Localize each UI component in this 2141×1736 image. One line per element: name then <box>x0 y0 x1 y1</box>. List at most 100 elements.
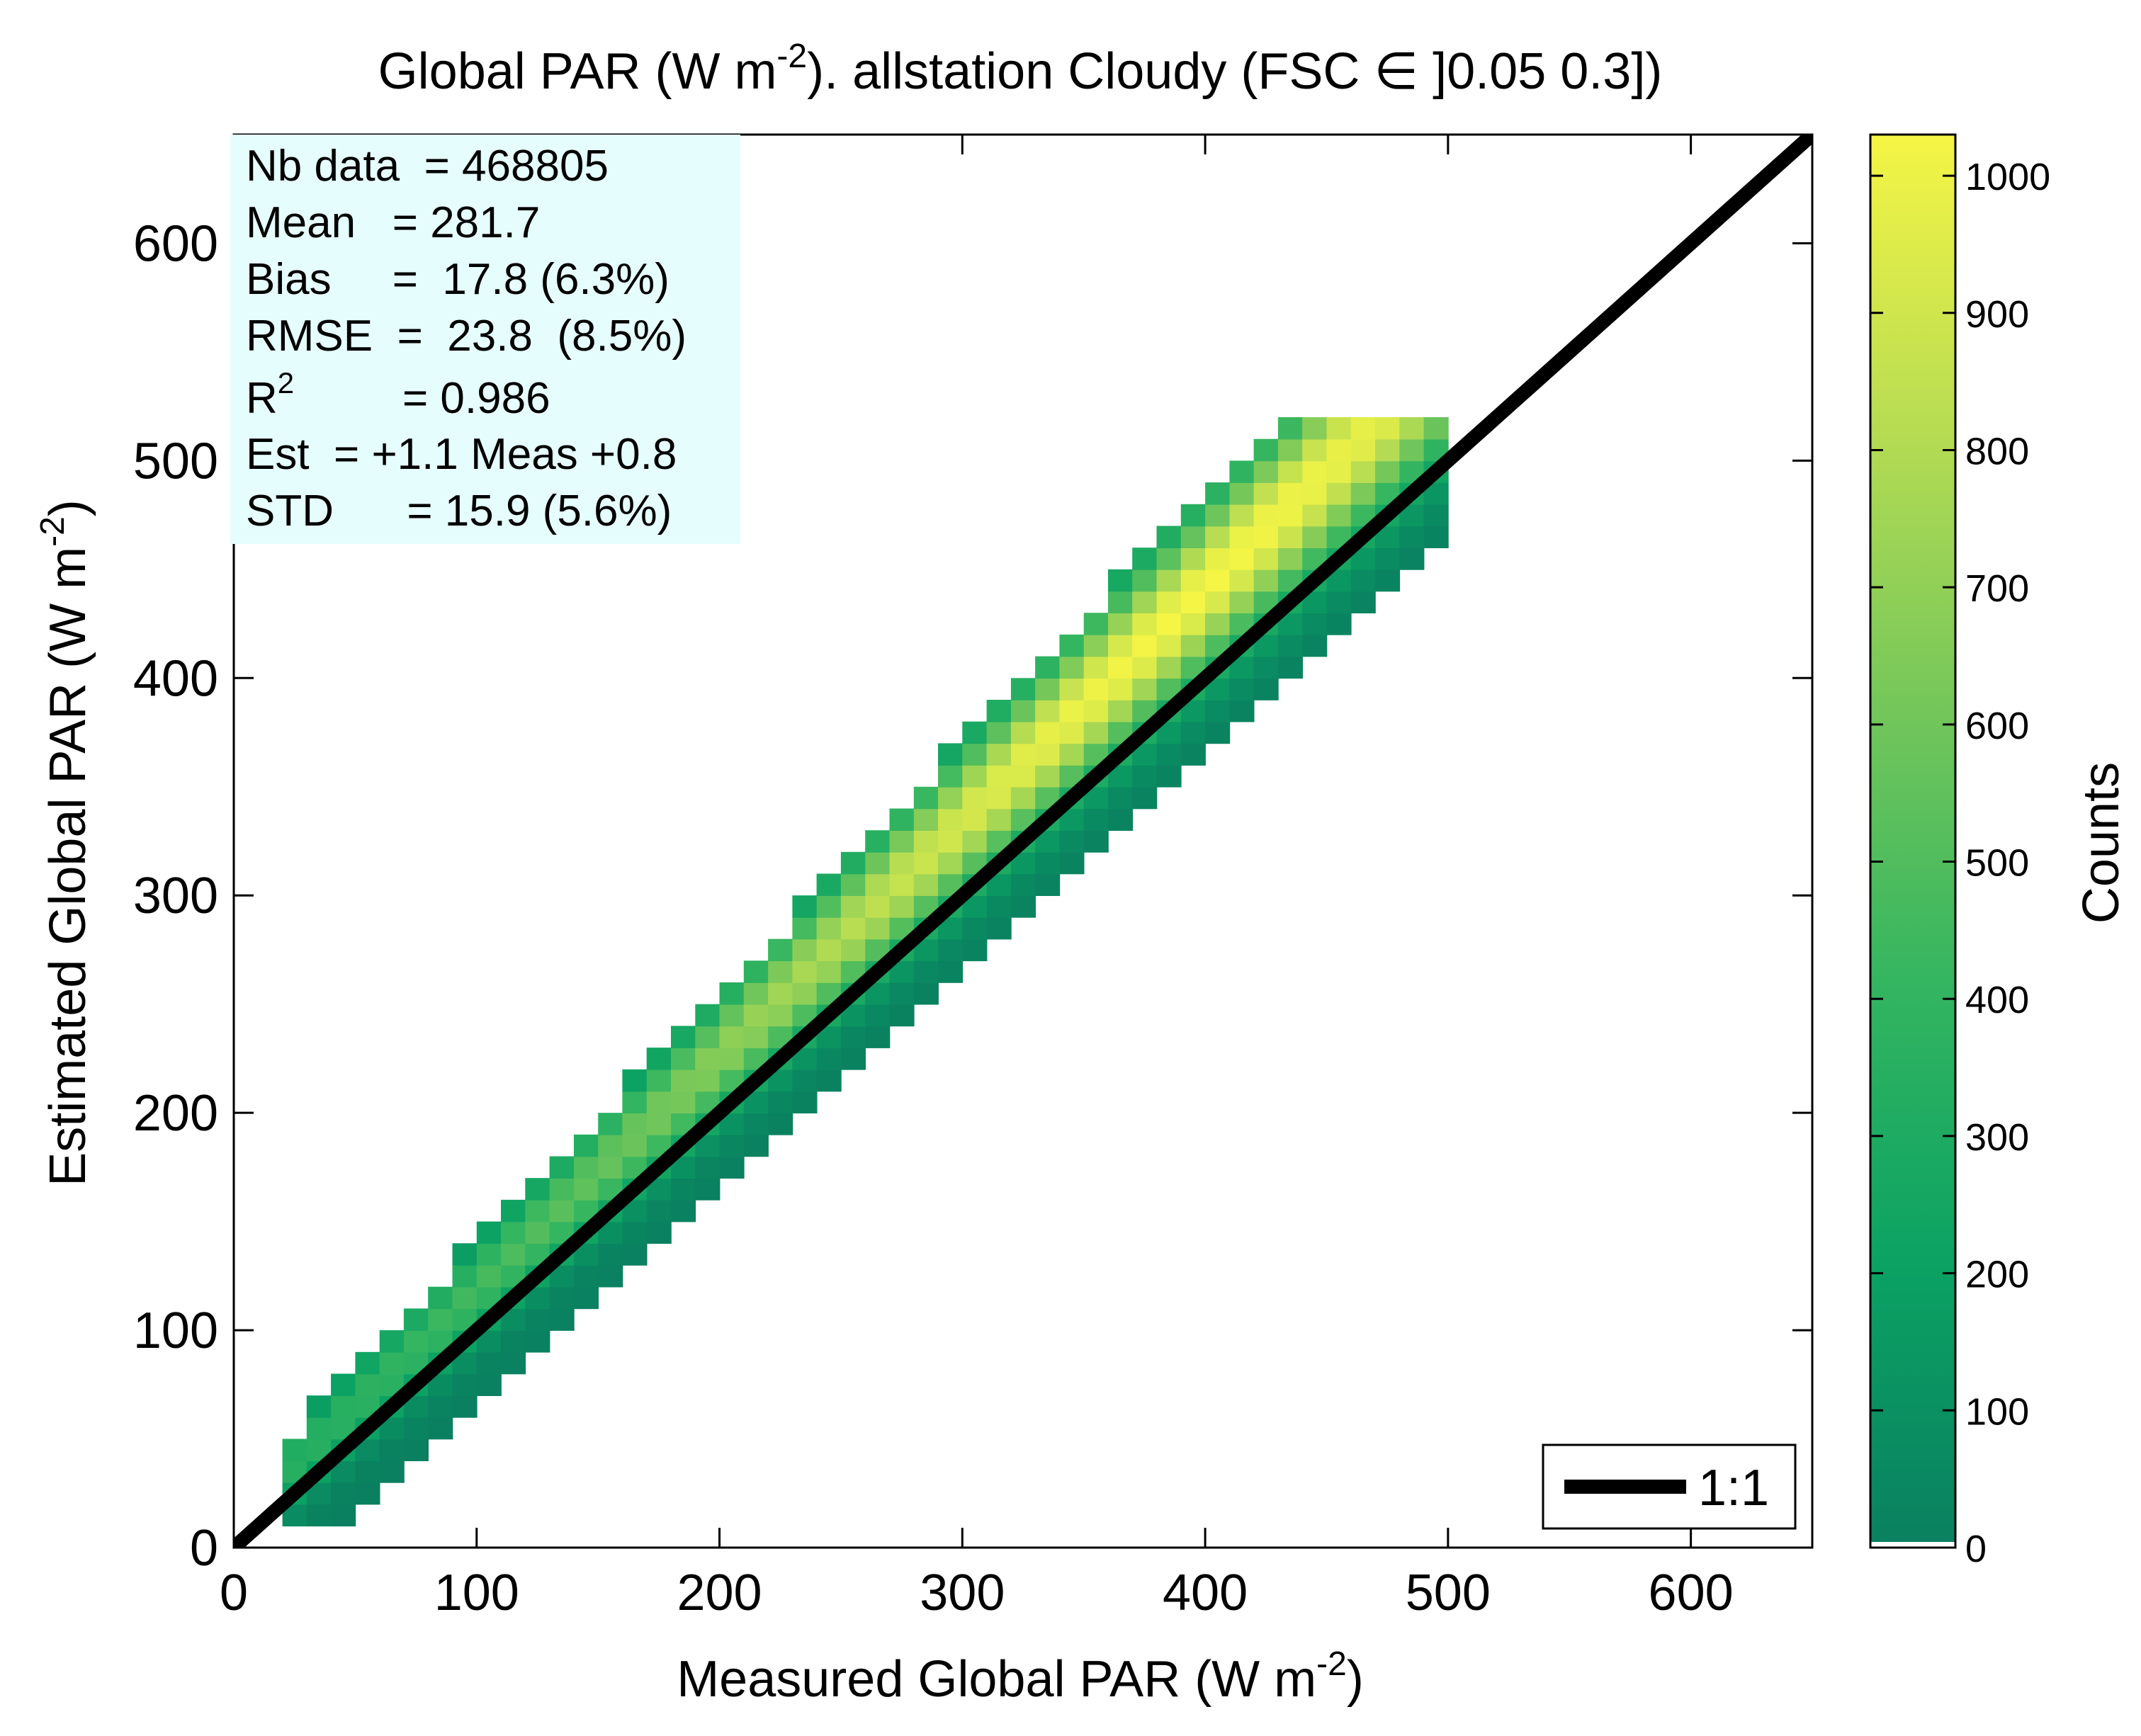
x-tick-label: 400 <box>1163 1565 1248 1621</box>
y-tick-label: 600 <box>133 215 218 272</box>
heatmap-cell <box>1253 526 1279 548</box>
heatmap-cell <box>1156 656 1182 679</box>
heatmap-cell <box>768 1091 793 1113</box>
heatmap-cell <box>1253 438 1279 462</box>
heatmap-cell <box>768 982 793 1005</box>
heatmap-cell <box>1229 504 1255 527</box>
heatmap-cell <box>1010 743 1036 766</box>
heatmap-cell <box>986 721 1012 744</box>
heatmap-cell <box>865 1026 891 1048</box>
heatmap-cell <box>598 1134 623 1157</box>
heatmap-cell <box>1180 721 1206 744</box>
heatmap-cell <box>452 1373 478 1396</box>
x-tick-label: 100 <box>434 1565 519 1621</box>
heatmap-cell <box>1253 504 1279 527</box>
heatmap-cell <box>525 1330 550 1353</box>
heatmap-cell <box>1156 526 1182 548</box>
heatmap-cell <box>1108 678 1134 700</box>
colorbar-tick-label: 700 <box>1965 567 2029 610</box>
heatmap-cell <box>938 808 964 831</box>
heatmap-cell <box>1375 548 1401 570</box>
heatmap-cell <box>1059 830 1085 853</box>
heatmap-cell <box>1132 548 1158 570</box>
chart-title: Global PAR (W m-2). allstation Cloudy (F… <box>378 38 1663 101</box>
heatmap-cell <box>379 1330 405 1353</box>
heatmap-cell <box>889 808 915 831</box>
heatmap-cell <box>1156 548 1182 570</box>
heatmap-cell <box>331 1482 356 1505</box>
x-axis-ticks: 0 100 200 300 400 500 600 <box>220 135 1734 1621</box>
heatmap-cell <box>1302 482 1328 505</box>
heatmap-cell <box>938 851 964 875</box>
heatmap-cell <box>768 960 793 983</box>
colorbar-tick-label: 900 <box>1965 293 2029 336</box>
heatmap-cell <box>646 1069 672 1092</box>
heatmap-cell <box>1326 591 1352 613</box>
heatmap-cell <box>695 1178 721 1201</box>
heatmap-cell <box>1423 417 1449 440</box>
heatmap-cell <box>792 960 818 983</box>
heatmap-cell <box>428 1417 453 1440</box>
heatmap-cell <box>865 1004 891 1027</box>
heatmap-cell <box>1399 438 1425 462</box>
heatmap-cell <box>913 960 939 983</box>
heatmap-cell <box>986 743 1012 766</box>
heatmap-cell <box>743 1026 769 1048</box>
heatmap-cell <box>719 1134 745 1157</box>
heatmap-cell <box>1035 851 1061 875</box>
heatmap-cell <box>501 1243 526 1266</box>
heatmap-cell <box>792 982 818 1005</box>
heatmap-cell <box>1350 482 1376 505</box>
heatmap-cell <box>598 1156 623 1179</box>
heatmap-cell <box>1132 678 1158 700</box>
heatmap-cell <box>986 917 1012 940</box>
heatmap-cell <box>1132 591 1158 613</box>
heatmap-cell <box>792 895 818 918</box>
heatmap-cell <box>816 873 842 896</box>
heatmap-cell <box>671 1178 696 1201</box>
heatmap-cell <box>1010 765 1036 788</box>
heatmap-cell <box>1277 504 1303 527</box>
heatmap-cell <box>646 1113 672 1135</box>
heatmap-cell <box>1277 438 1303 462</box>
heatmap-cell <box>379 1351 405 1375</box>
heatmap-cell <box>525 1308 550 1331</box>
heatmap-cell <box>1059 851 1085 875</box>
heatmap-cell <box>768 938 793 962</box>
heatmap-cell <box>1108 634 1134 657</box>
heatmap-cell <box>865 851 891 875</box>
heatmap-cell <box>1253 482 1279 505</box>
heatmap-cell <box>768 1004 793 1027</box>
heatmap-cell <box>695 1069 721 1092</box>
y-axis-label: Estimated Global PAR (W m-2) <box>34 499 96 1186</box>
heatmap-cell <box>865 830 891 853</box>
heatmap-cell <box>671 1069 696 1092</box>
heatmap-cell <box>1302 417 1328 440</box>
colorbar-ticks: 0 100 200 300 400 500 600 700 800 900 1000 <box>1870 156 2050 1570</box>
legend-entry-label: 1:1 <box>1698 1460 1769 1516</box>
heatmap-cell <box>1277 482 1303 505</box>
heatmap-cell <box>428 1308 453 1331</box>
heatmap-cell <box>938 786 964 810</box>
heatmap-cell <box>671 1048 696 1070</box>
heatmap-cell <box>428 1286 453 1310</box>
colorbar: 0 100 200 300 400 500 600 700 800 900 1000 Counts <box>1869 133 2130 1570</box>
colorbar-tick-label: 100 <box>1965 1390 2029 1433</box>
colorbar-tick-label: 1000 <box>1965 156 2050 198</box>
heatmap-cell <box>671 1091 696 1113</box>
heatmap-cell <box>1277 526 1303 548</box>
legend: 1:1 <box>1542 1443 1797 1530</box>
heatmap-cell <box>1375 438 1401 462</box>
heatmap-cell <box>719 982 745 1005</box>
heatmap-cell <box>816 938 842 962</box>
heatmap-cell <box>1156 591 1182 613</box>
heatmap-cell <box>1399 548 1425 570</box>
heatmap-cell <box>1035 678 1061 700</box>
heatmap-cell <box>1059 634 1085 657</box>
heatmap-cell <box>1350 591 1376 613</box>
heatmap-cell <box>428 1395 453 1418</box>
heatmap-cell <box>1277 417 1303 440</box>
heatmap-cell <box>865 895 891 918</box>
heatmap-cell <box>1083 700 1109 722</box>
heatmap-cell <box>1156 634 1182 657</box>
